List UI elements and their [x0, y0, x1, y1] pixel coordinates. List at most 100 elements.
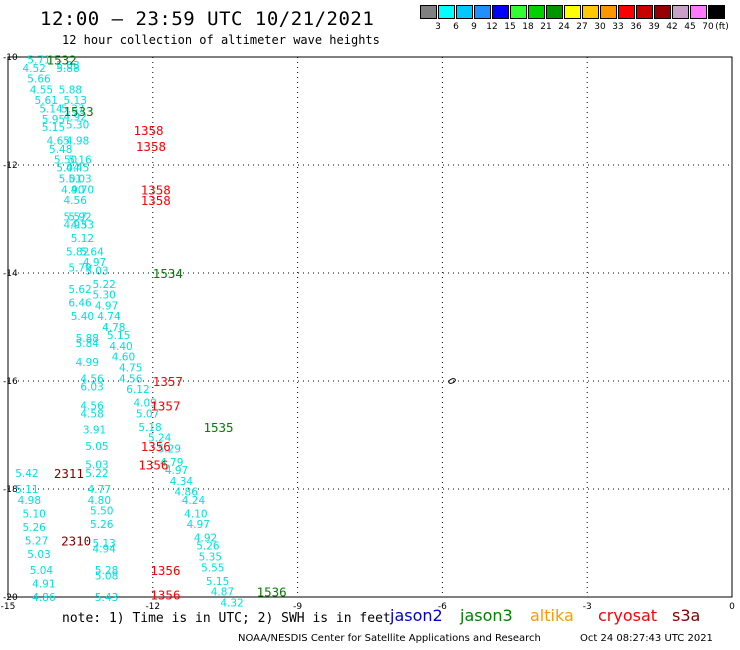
pass-time-label: 1356: [141, 439, 171, 454]
scale-swatch: [582, 5, 599, 19]
swh-value: 5.14: [39, 103, 63, 115]
swh-value: 5.84: [76, 338, 100, 350]
swh-value: 5.95: [42, 114, 65, 126]
swh-value: 5.22: [85, 468, 108, 480]
satellite-legend-item: cryosat: [598, 606, 658, 625]
swh-value: 6.12: [126, 384, 149, 396]
x-tick-label: -15: [1, 602, 16, 612]
swh-value: 5.04: [30, 565, 54, 577]
scale-label: 18: [522, 22, 534, 32]
swh-value: 5.13: [92, 538, 115, 550]
scale-label: 15: [504, 22, 516, 32]
swh-value: 5.28: [95, 565, 118, 577]
swh-value: 4.86: [175, 487, 199, 499]
timestamp: Oct 24 08:27:43 UTC 2021: [580, 633, 713, 644]
swh-value: 5.71: [27, 55, 50, 67]
swh-value: 5.24: [148, 433, 172, 445]
swh-value: 4.75: [119, 363, 142, 375]
swh-value: 5.29: [158, 444, 181, 456]
footer-note: note: 1) Time is in UTC; 2) SWH is in fe…: [62, 611, 391, 626]
swh-value: 4.40: [109, 341, 132, 353]
swh-value: 6.03: [80, 381, 103, 393]
swh-value: 5.88: [59, 84, 82, 96]
scale-label: 45: [684, 22, 696, 32]
swh-value: 5.03: [85, 460, 108, 472]
pass-time-label: 1534: [153, 266, 183, 281]
scale-swatch: [564, 5, 581, 19]
swh-value: 5.26: [196, 541, 220, 553]
swh-value: 5.43: [95, 592, 118, 604]
swh-value: 4.56: [64, 195, 88, 207]
pass-time-label: 1533: [64, 104, 94, 119]
pass-time-label: 1357: [150, 398, 180, 413]
scale-swatch: [600, 5, 617, 19]
swh-value: 5.22: [92, 279, 115, 291]
swh-value: 5.18: [138, 422, 161, 434]
scale-swatch: [420, 5, 437, 19]
y-tick-label: -10: [3, 53, 18, 63]
swh-value: 4.34: [170, 476, 194, 488]
x-tick-label: -9: [293, 602, 302, 612]
pass-time-label: 1358: [133, 123, 163, 138]
pass-time-label: 1536: [257, 585, 287, 600]
scale-swatch: [510, 5, 527, 19]
swh-value: 4.56: [80, 400, 104, 412]
swh-value: 5.05: [85, 441, 108, 453]
swh-value: 5.42: [15, 468, 38, 480]
swh-value: 5.07: [136, 408, 159, 420]
scale-swatch: [492, 5, 509, 19]
swh-value: 4.86: [32, 592, 56, 604]
swh-value: 5.03: [56, 60, 79, 72]
pass-time-label: 1356: [150, 563, 180, 578]
swh-value: 4.98: [66, 136, 89, 148]
swh-value: 5.01: [59, 174, 82, 186]
swh-value: 5.50: [90, 506, 113, 518]
scale-label: 70: [702, 22, 714, 32]
swh-value: 4.94: [92, 543, 116, 555]
swh-value: 4.58: [80, 408, 103, 420]
pass-time-label: 1358: [141, 182, 171, 197]
swh-value: 5.79: [68, 263, 91, 275]
pass-time-label: 2310: [61, 533, 91, 548]
y-tick-label: -12: [3, 161, 18, 171]
swh-value: 4.98: [18, 495, 41, 507]
swh-value: 4.78: [102, 322, 125, 334]
scale-swatch: [672, 5, 689, 19]
y-tick-label: -18: [3, 485, 18, 495]
swh-value: 5.03: [68, 174, 91, 186]
swh-value: 5.15: [42, 122, 65, 134]
x-tick-label: -12: [145, 602, 160, 612]
swh-value: 4.09: [133, 398, 156, 410]
swh-value: 5.66: [27, 74, 51, 86]
swh-value: 4.65: [47, 136, 70, 148]
scale-swatch: [654, 5, 671, 19]
scale-label: 30: [594, 22, 606, 32]
swh-value: 5.35: [199, 552, 222, 564]
scale-label: 42: [666, 22, 678, 32]
scale-label: 36: [630, 22, 642, 32]
credit-line: NOAA/NESDIS Center for Satellite Applica…: [238, 633, 541, 644]
scale-swatch: [438, 5, 455, 19]
scale-label: 6: [453, 22, 459, 32]
swh-value: 4.56: [119, 373, 143, 385]
x-tick-label: -6: [438, 602, 447, 612]
scale-label: 24: [558, 22, 570, 32]
scale-swatch: [690, 5, 707, 19]
swh-value: 5.82: [66, 246, 89, 258]
swh-value: 5.57: [64, 211, 87, 223]
swh-value: 4.32: [220, 597, 243, 609]
swh-value: 4.74: [97, 311, 121, 323]
pass-time-label: 1358: [136, 139, 166, 154]
swh-value: 4.56: [80, 373, 104, 385]
scale-label: 21: [540, 22, 552, 32]
pass-time-label: 1358: [141, 193, 171, 208]
scale-swatch: [618, 5, 635, 19]
scale-swatch: [546, 5, 563, 19]
swh-value: 5.88: [56, 63, 79, 75]
scale-label: 12: [486, 22, 498, 32]
satellite-legend-item: s3a: [672, 606, 701, 625]
scale-label: 27: [576, 22, 588, 32]
swh-value: 4.45: [66, 163, 89, 175]
swh-value: 5.30: [66, 120, 89, 132]
swh-value: 4.80: [88, 495, 111, 507]
